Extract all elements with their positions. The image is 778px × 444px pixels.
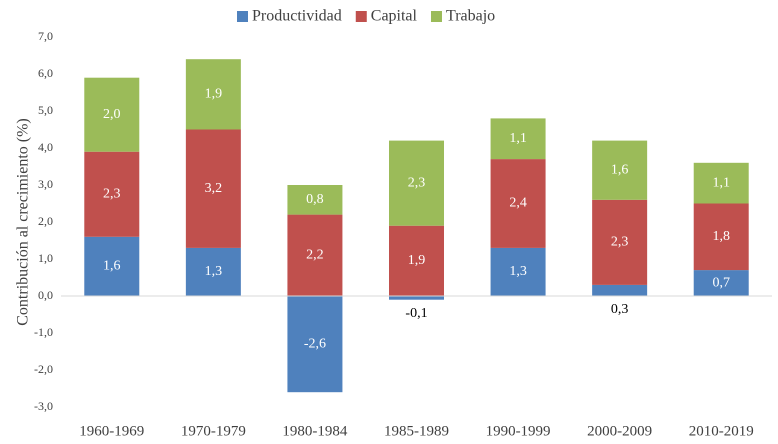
data-label: 2,3	[611, 235, 629, 250]
bar-segment	[84, 77, 140, 152]
data-label: 0,8	[306, 192, 324, 207]
data-label: 0,3	[611, 302, 629, 317]
data-label: 1,6	[611, 162, 629, 177]
y-tick-label: 0,0	[38, 288, 53, 302]
bar-segment	[84, 151, 140, 237]
data-label: 1,6	[103, 259, 121, 274]
y-tick-label: 4,0	[38, 140, 53, 154]
bar-segment	[84, 236, 140, 296]
y-tick-label: 6,0	[38, 66, 53, 80]
x-tick-label: 1980-1984	[282, 423, 347, 439]
bar-segment	[592, 140, 648, 200]
data-label: 1,1	[509, 131, 527, 146]
bar-segment	[287, 296, 343, 393]
data-label: 1,8	[712, 229, 730, 244]
bar-segment	[693, 162, 749, 204]
x-tick-label: 1990-1999	[486, 423, 551, 439]
legend-swatch	[237, 11, 248, 22]
y-tick-label: 3,0	[38, 177, 53, 191]
legend-label: Capital	[371, 8, 418, 25]
y-tick-label: -2,0	[34, 362, 53, 376]
bar-segment	[185, 129, 241, 248]
data-label: -2,6	[304, 336, 326, 351]
y-axis-title: Contribución al crecimiento (%)	[15, 118, 32, 325]
legend-label: Trabajo	[446, 8, 495, 25]
data-label: 2,0	[103, 107, 121, 122]
legend-swatch	[430, 11, 442, 22]
legend-swatch	[355, 11, 367, 22]
bar-segment	[693, 270, 749, 296]
x-tick-label: 1985-1989	[384, 423, 449, 439]
y-tick-label: 1,0	[38, 251, 53, 265]
bar-segment	[490, 247, 546, 296]
bar-segment	[592, 199, 648, 285]
data-label: 2,4	[509, 196, 527, 211]
data-label: 1,1	[712, 175, 730, 190]
data-label: 0,7	[712, 275, 730, 290]
bar-segment	[693, 203, 749, 271]
bar-segment	[389, 225, 444, 296]
bar-segment	[287, 214, 343, 296]
data-label: 1,3	[205, 264, 223, 279]
data-label: 2,2	[306, 248, 324, 263]
bar-segment	[185, 59, 241, 130]
legend-label: Productividad	[252, 8, 342, 25]
bar-segment	[185, 247, 241, 296]
y-tick-label: 2,0	[38, 214, 53, 228]
y-tick-label: -3,0	[34, 399, 53, 413]
y-tick-label: 7,0	[38, 29, 53, 43]
y-tick-label: 5,0	[38, 103, 53, 117]
x-tick-label: 2010-2019	[689, 423, 754, 439]
y-tick-label: -1,0	[34, 325, 53, 339]
data-label: 1,3	[509, 264, 527, 279]
bar-segment	[490, 118, 546, 160]
bar-segment	[389, 296, 444, 300]
data-label: 2,3	[103, 186, 121, 201]
data-label: 1,9	[205, 87, 223, 102]
x-tick-label: 1960-1969	[79, 423, 144, 439]
bar-segment	[287, 185, 343, 215]
bar-segment	[490, 159, 546, 248]
data-label: -0,1	[405, 306, 427, 321]
x-tick-label: 1970-1979	[181, 423, 246, 439]
data-label: 2,3	[408, 175, 426, 190]
x-tick-label: 2000-2009	[587, 423, 652, 439]
bar-segment	[389, 140, 444, 226]
bar-segment	[592, 284, 648, 296]
data-label: 1,9	[408, 253, 426, 268]
data-label: 3,2	[205, 181, 223, 196]
